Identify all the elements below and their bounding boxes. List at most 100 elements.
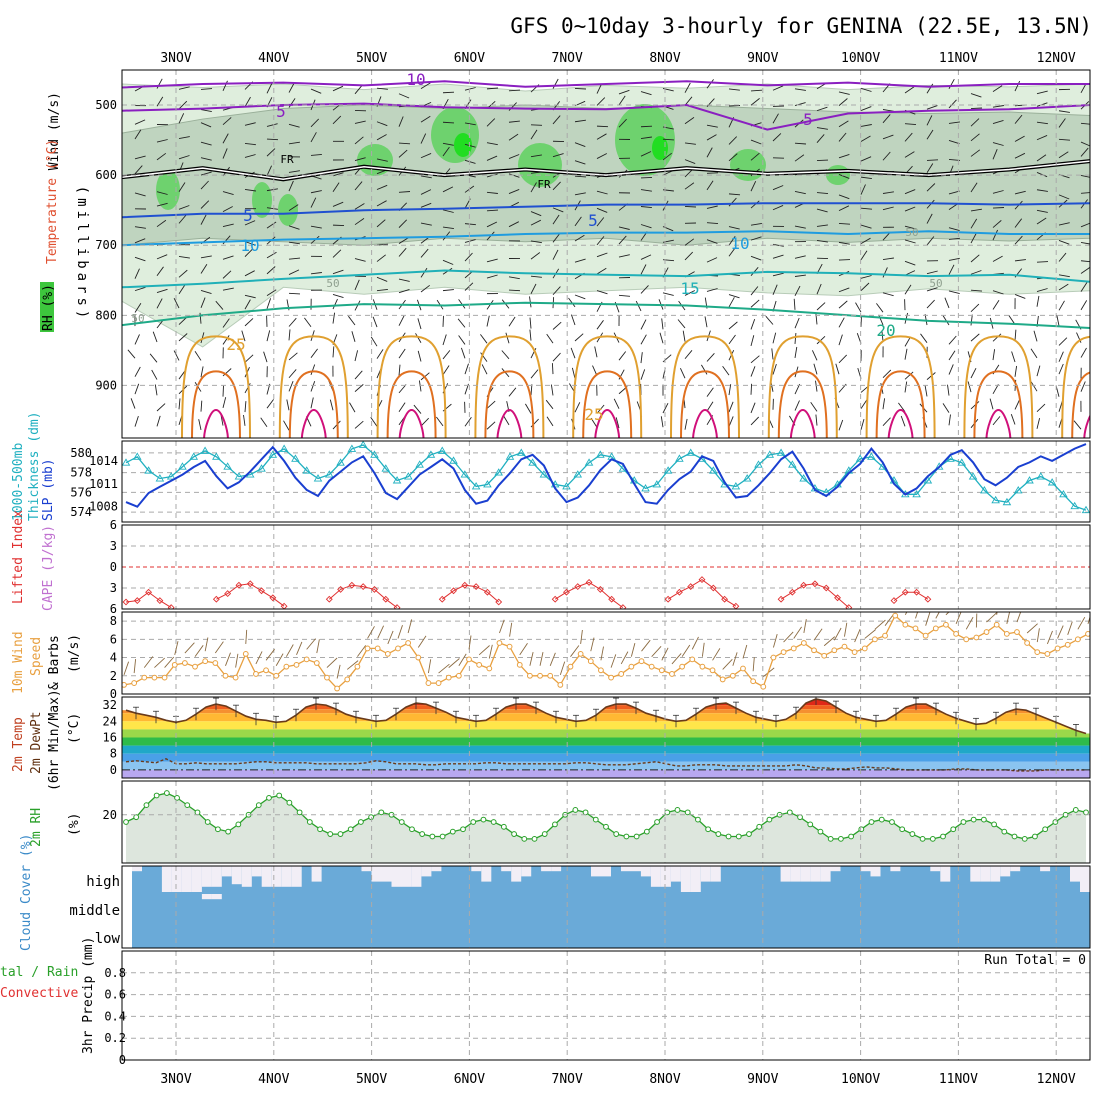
wind-barb bbox=[615, 417, 620, 429]
wind-barb bbox=[926, 129, 934, 140]
lifted-index-point bbox=[246, 580, 254, 588]
wind-barb bbox=[134, 155, 146, 160]
thickness-point bbox=[584, 458, 594, 466]
wind-barb bbox=[838, 194, 850, 200]
wind-barb bbox=[570, 314, 576, 326]
wind-barb bbox=[266, 83, 273, 94]
rh-2m-point bbox=[572, 807, 579, 813]
wind-barb bbox=[640, 189, 652, 192]
wind-barb bbox=[198, 419, 202, 431]
wind-barb bbox=[794, 346, 798, 358]
precip-tick-label: 0.6 bbox=[104, 988, 126, 1002]
rh-2m-point bbox=[255, 802, 262, 809]
wind-barb bbox=[508, 276, 520, 280]
rh-2m-point bbox=[194, 809, 201, 816]
wind-barb bbox=[706, 79, 714, 89]
wind-barb bbox=[464, 143, 476, 148]
wind-speed-point bbox=[374, 645, 381, 652]
wind-barb bbox=[519, 642, 528, 656]
wind-barb bbox=[241, 330, 246, 342]
wind-barb bbox=[838, 300, 848, 309]
wind-barb bbox=[376, 288, 388, 292]
wind-barb bbox=[244, 294, 256, 299]
wind-speed-line bbox=[123, 614, 1089, 690]
temp-25c-contour bbox=[767, 335, 838, 438]
rh-2m-point bbox=[470, 819, 477, 825]
wind-barb bbox=[442, 365, 450, 375]
wind-speed-point bbox=[608, 674, 614, 681]
wind-barb bbox=[486, 421, 496, 430]
wind-speed-point bbox=[770, 654, 777, 661]
rh-2m-point bbox=[929, 835, 936, 842]
wind-barb bbox=[418, 380, 422, 392]
wind-barb bbox=[926, 287, 938, 292]
wind-barb bbox=[552, 249, 559, 260]
wind-barb bbox=[701, 642, 705, 657]
wind-barb bbox=[354, 218, 365, 226]
wind-speed-point bbox=[983, 629, 990, 635]
wind-barb bbox=[529, 329, 532, 341]
lifted-index-point bbox=[664, 595, 672, 603]
wind-barb bbox=[900, 415, 906, 427]
wind-barb bbox=[816, 134, 825, 143]
wind-barb bbox=[442, 146, 450, 157]
thickness-point bbox=[1081, 505, 1090, 514]
wind-speed-point bbox=[242, 651, 249, 657]
thickness-point bbox=[313, 474, 323, 482]
precip-axis: 00.20.40.60.8 bbox=[104, 966, 126, 1067]
wind-barb bbox=[618, 95, 626, 106]
wind-barb bbox=[926, 105, 938, 110]
wind-barb bbox=[1014, 114, 1023, 124]
cape-label: CAPE (J/kg) bbox=[41, 525, 56, 611]
high-cloud-gap bbox=[830, 866, 841, 872]
wind-barb bbox=[815, 414, 818, 426]
high-cloud-gap bbox=[511, 866, 522, 882]
wind-barb bbox=[552, 181, 561, 191]
wind-barb bbox=[398, 191, 411, 193]
wind-barb bbox=[134, 129, 142, 140]
rh-2m-point bbox=[204, 819, 211, 825]
wind-barb bbox=[772, 254, 784, 259]
rh-90-region bbox=[518, 143, 562, 187]
wind-barb bbox=[529, 317, 532, 329]
wind-barb bbox=[550, 384, 554, 396]
high-cloud-gap bbox=[640, 866, 651, 877]
wind-barb bbox=[310, 225, 322, 229]
wind-barb bbox=[728, 235, 736, 246]
wind-barb bbox=[222, 148, 228, 159]
wind-speed-point bbox=[1044, 651, 1051, 657]
thickness-point bbox=[178, 462, 187, 470]
wind-barb bbox=[684, 182, 695, 190]
wind-barb bbox=[1014, 235, 1023, 245]
wind-barb bbox=[156, 139, 168, 143]
wind-speed-point bbox=[466, 656, 472, 663]
wind-barb bbox=[376, 87, 388, 90]
cloud-cover-panel: high middle low Cloud Cover (%) bbox=[19, 834, 1090, 951]
lifted-index-point bbox=[371, 585, 378, 593]
date-label-bottom: 3NOV bbox=[160, 1072, 191, 1087]
wind-barb bbox=[222, 117, 232, 125]
wind-barb bbox=[288, 317, 297, 327]
lifted-index-point bbox=[901, 588, 909, 596]
wind-barb bbox=[920, 333, 928, 343]
wind-barb bbox=[420, 175, 432, 179]
wind-barb bbox=[499, 619, 505, 634]
wind-barb bbox=[266, 289, 277, 297]
thickness-point bbox=[133, 452, 142, 460]
wind-speed-point bbox=[486, 665, 493, 672]
wind-speed-point bbox=[334, 685, 340, 692]
wind-barb bbox=[200, 366, 204, 378]
wind-barb bbox=[1080, 242, 1090, 245]
thickness-point bbox=[302, 466, 311, 474]
lifted-index-point bbox=[280, 602, 288, 609]
wind-barb bbox=[222, 270, 232, 279]
temp-30c-contour bbox=[484, 370, 535, 438]
pressure-tick-label: 700 bbox=[95, 238, 117, 252]
wind-barb bbox=[706, 401, 714, 412]
wind-barb bbox=[552, 321, 562, 330]
wind-barb bbox=[266, 251, 277, 259]
temperature-tick-label: 32 bbox=[103, 698, 117, 712]
wind-barb bbox=[457, 318, 466, 328]
wind-barb bbox=[772, 185, 784, 191]
thickness-unit-label: Thickness (dm) bbox=[27, 411, 42, 521]
